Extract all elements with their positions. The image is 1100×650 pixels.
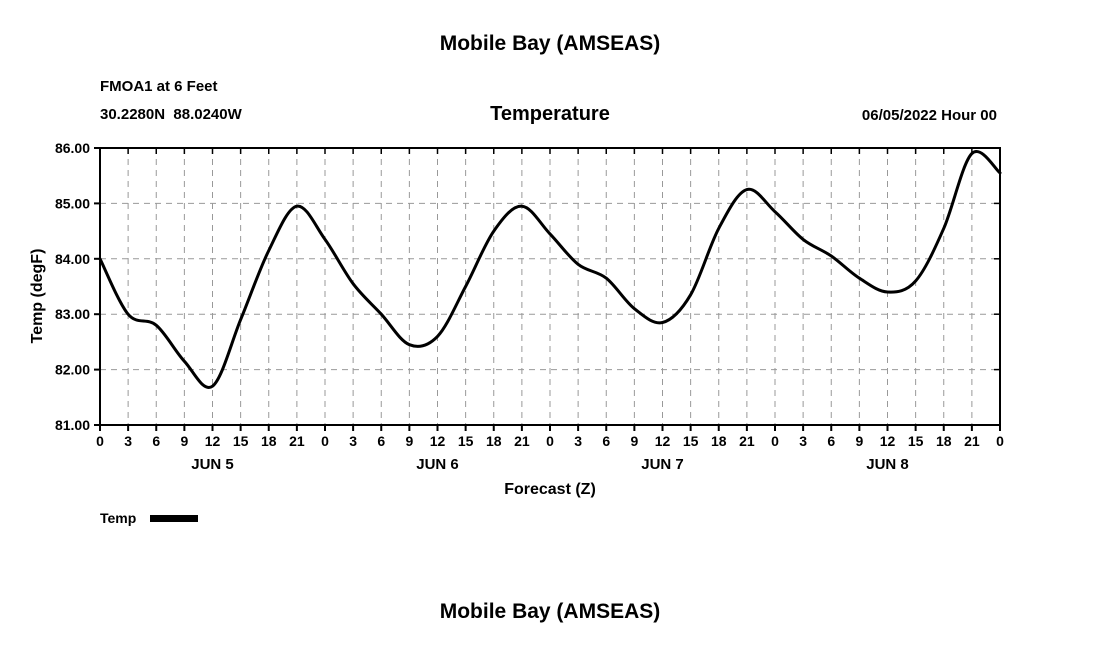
svg-text:18: 18	[486, 433, 502, 449]
svg-text:18: 18	[936, 433, 952, 449]
svg-text:85.00: 85.00	[55, 195, 90, 211]
svg-text:15: 15	[908, 433, 924, 449]
svg-text:21: 21	[739, 433, 755, 449]
svg-text:12: 12	[430, 433, 446, 449]
svg-text:6: 6	[377, 433, 385, 449]
svg-text:21: 21	[964, 433, 980, 449]
svg-text:84.00: 84.00	[55, 251, 90, 267]
svg-text:JUN 6: JUN 6	[416, 456, 459, 473]
svg-text:15: 15	[233, 433, 249, 449]
svg-text:0: 0	[771, 433, 779, 449]
svg-text:9: 9	[180, 433, 188, 449]
svg-text:12: 12	[880, 433, 896, 449]
svg-text:3: 3	[349, 433, 357, 449]
svg-text:12: 12	[205, 433, 221, 449]
svg-text:JUN 7: JUN 7	[641, 456, 684, 473]
main-title: Mobile Bay (AMSEAS)	[439, 32, 661, 55]
svg-text:18: 18	[711, 433, 727, 449]
svg-text:JUN 8: JUN 8	[866, 456, 909, 473]
svg-text:15: 15	[683, 433, 699, 449]
svg-text:6: 6	[827, 433, 835, 449]
plot-title: Temperature	[490, 103, 610, 125]
coordinates-label: 30.2280N 88.0240W	[100, 106, 242, 123]
svg-text:81.00: 81.00	[55, 417, 90, 433]
station-label: FMOA1 at 6 Feet	[100, 78, 218, 95]
svg-text:9: 9	[405, 433, 413, 449]
svg-text:3: 3	[124, 433, 132, 449]
svg-text:6: 6	[152, 433, 160, 449]
svg-text:3: 3	[574, 433, 582, 449]
svg-text:6: 6	[602, 433, 610, 449]
svg-text:86.00: 86.00	[55, 140, 90, 156]
legend-label: Temp	[100, 510, 137, 526]
datetime-label: 06/05/2022 Hour 00	[861, 107, 997, 124]
svg-text:21: 21	[289, 433, 305, 449]
svg-text:0: 0	[321, 433, 329, 449]
svg-text:JUN 5: JUN 5	[191, 456, 234, 473]
svg-text:3: 3	[799, 433, 807, 449]
svg-text:12: 12	[655, 433, 671, 449]
legend: Temp	[100, 510, 199, 526]
x-axis-label: Forecast (Z)	[504, 481, 596, 498]
svg-text:15: 15	[458, 433, 474, 449]
svg-text:9: 9	[630, 433, 638, 449]
svg-text:0: 0	[546, 433, 554, 449]
svg-text:0: 0	[996, 433, 1004, 449]
svg-text:83.00: 83.00	[55, 306, 90, 322]
svg-text:18: 18	[261, 433, 277, 449]
bottom-title: Mobile Bay (AMSEAS)	[439, 600, 661, 623]
svg-text:0: 0	[96, 433, 104, 449]
legend-line-swatch	[150, 514, 199, 522]
svg-text:9: 9	[855, 433, 863, 449]
svg-text:21: 21	[514, 433, 530, 449]
svg-text:82.00: 82.00	[55, 362, 90, 378]
